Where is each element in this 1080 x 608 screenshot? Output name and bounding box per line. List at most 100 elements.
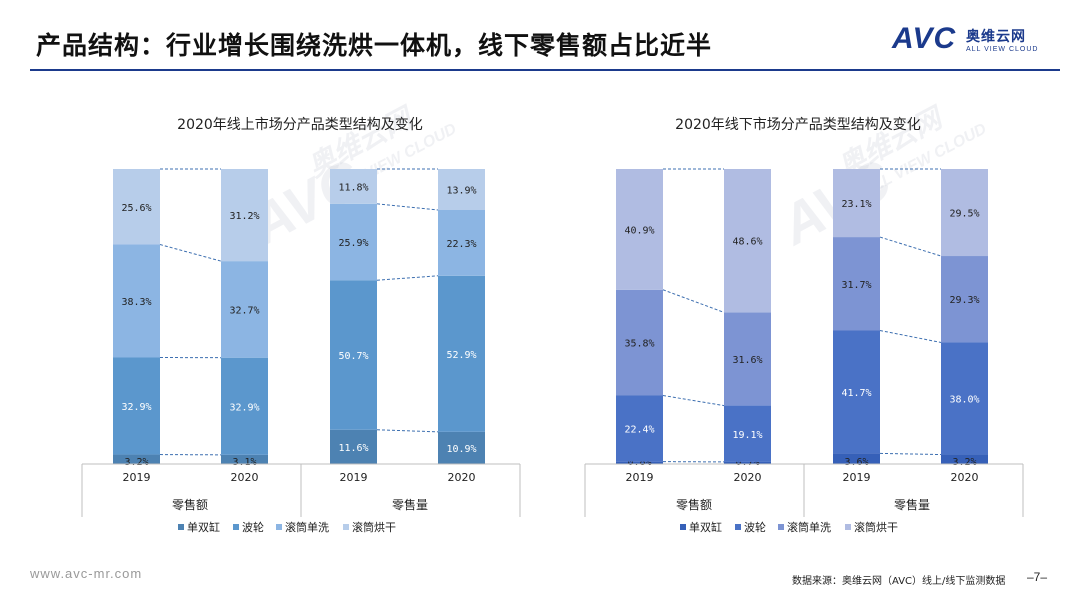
data-label: 3.2% <box>124 457 148 468</box>
data-label: 32.7% <box>229 305 259 316</box>
chart-title: 2020年线上市场分产品类型结构及变化 <box>177 116 423 133</box>
group-label: 零售量 <box>894 497 930 512</box>
legend-label: 滚筒烘干 <box>352 520 396 534</box>
legend-swatch <box>845 524 851 530</box>
data-label: 38.0% <box>949 395 979 406</box>
data-label: 23.1% <box>841 199 871 210</box>
legend-swatch <box>178 524 184 530</box>
bar-segment-4 <box>438 169 485 211</box>
data-label: 41.7% <box>841 388 871 399</box>
footer-source: 数据来源：奥维云网（AVC）线上/线下监测数据 <box>792 576 1006 587</box>
data-label: 32.9% <box>229 402 259 413</box>
group-label: 零售量 <box>392 497 428 512</box>
bar-segment-4 <box>221 169 268 262</box>
x-tick-label: 2020 <box>231 471 259 484</box>
data-label: 25.9% <box>338 238 368 249</box>
x-tick-label: 2019 <box>843 471 871 484</box>
x-tick-label: 2019 <box>123 471 151 484</box>
data-label: 3.2% <box>952 457 976 468</box>
legend-swatch <box>680 524 686 530</box>
bar-segment-2 <box>616 395 663 462</box>
bar-segment-3 <box>330 203 377 281</box>
x-tick-label: 2020 <box>448 471 476 484</box>
legend-label: 单双缸 <box>689 520 722 534</box>
bar-segment-4 <box>113 169 160 245</box>
data-label: 35.8% <box>624 339 654 350</box>
data-label: 25.6% <box>121 203 151 214</box>
legend-swatch <box>778 524 784 530</box>
bar-segment-3 <box>438 210 485 276</box>
logo-mark: AVC <box>892 22 957 55</box>
data-label: 29.5% <box>949 209 979 220</box>
legend-swatch <box>276 524 282 530</box>
data-label: 13.9% <box>446 186 476 197</box>
x-tick-label: 2020 <box>951 471 979 484</box>
legend-label: 滚筒单洗 <box>787 520 831 534</box>
data-label: 11.6% <box>338 443 368 454</box>
page-number: –7– <box>1027 570 1048 584</box>
chart-title: 2020年线下市场分产品类型结构及变化 <box>675 116 921 133</box>
group-label: 零售额 <box>172 497 208 512</box>
connector-line <box>376 275 439 281</box>
data-label: 3.6% <box>844 457 868 468</box>
legend-label: 滚筒烘干 <box>854 520 898 534</box>
logo-en: ALL VIEW CLOUD <box>966 46 1039 53</box>
bar-segment-4 <box>330 169 377 204</box>
legend-swatch <box>233 524 239 530</box>
data-label: 31.6% <box>732 355 762 366</box>
legend-swatch <box>343 524 349 530</box>
connector-line <box>879 452 942 456</box>
legend-label: 单双缸 <box>187 520 220 534</box>
connector-line <box>159 244 222 262</box>
legend-label: 波轮 <box>242 520 264 534</box>
legend-label: 滚筒单洗 <box>285 520 329 534</box>
bar-segment-3 <box>616 289 663 396</box>
data-label: 50.7% <box>338 351 368 362</box>
footer-url[interactable]: www.avc-mr.com <box>30 566 143 581</box>
bar-segment-1 <box>330 429 377 464</box>
bar-segment-3 <box>221 261 268 358</box>
data-label: 0.7% <box>735 457 759 468</box>
data-label: 52.9% <box>446 350 476 361</box>
bar-segment-2 <box>113 357 160 455</box>
bar-segment-1 <box>221 454 268 464</box>
page-title: 产品结构：行业增长围绕洗烘一体机，线下零售额占比近半 <box>36 31 713 60</box>
bar-segment-1 <box>438 431 485 464</box>
connector-line <box>376 429 439 433</box>
bar-segment-3 <box>941 256 988 343</box>
x-tick-label: 2020 <box>734 471 762 484</box>
data-label: 3.1% <box>232 457 256 468</box>
legend-swatch <box>735 524 741 530</box>
data-label: 22.4% <box>624 425 654 436</box>
data-label: 40.9% <box>624 225 654 236</box>
data-label: 22.3% <box>446 239 476 250</box>
connector-line <box>662 289 725 313</box>
bar-segment-1 <box>833 453 880 464</box>
bar-segment-1 <box>724 461 771 464</box>
bar-segment-1 <box>113 454 160 464</box>
data-label: 32.9% <box>121 402 151 413</box>
group-label: 零售额 <box>676 497 712 512</box>
bar-segment-1 <box>941 454 988 464</box>
data-label: 0.8% <box>627 457 651 468</box>
bar-segment-4 <box>616 169 663 290</box>
bar-segment-2 <box>330 280 377 430</box>
data-label: 38.3% <box>121 297 151 308</box>
legend-label: 波轮 <box>744 520 766 534</box>
bar-segment-2 <box>724 405 771 462</box>
data-label: 31.2% <box>229 211 259 222</box>
connector-line <box>662 394 725 407</box>
bar-segment-4 <box>724 169 771 313</box>
data-label: 11.8% <box>338 182 368 193</box>
bar-segment-3 <box>113 244 160 358</box>
data-label: 19.1% <box>732 430 762 441</box>
bar-segment-4 <box>833 169 880 238</box>
data-label: 31.7% <box>841 280 871 291</box>
data-label: 48.6% <box>732 237 762 248</box>
bar-segment-2 <box>438 275 485 432</box>
bar-segment-4 <box>941 169 988 257</box>
x-tick-label: 2019 <box>626 471 654 484</box>
x-tick-label: 2019 <box>340 471 368 484</box>
bar-segment-1 <box>616 461 663 464</box>
connector-line <box>879 236 942 257</box>
